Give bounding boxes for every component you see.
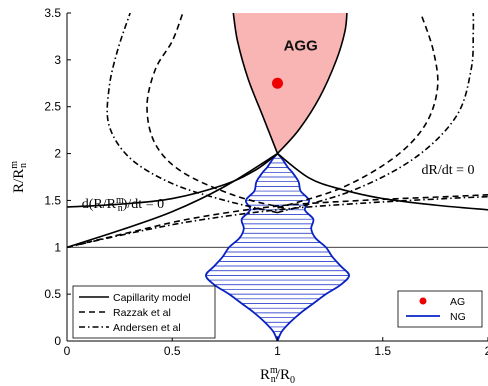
annotation-sub: n (118, 203, 123, 214)
legend-label: NG (450, 311, 466, 323)
y-label-sub: n (18, 163, 29, 168)
annotation-sup: m (116, 195, 124, 206)
y-tick-label: 3 (54, 53, 61, 67)
drdt-annotation: dR/dt = 0 (421, 163, 474, 178)
y-axis-label: R/Rmn (9, 161, 29, 193)
ng-distribution-outline-right (276, 152, 350, 341)
x-label-sub: n (271, 374, 276, 385)
annotation-tail: )/dt = 0 (123, 197, 164, 212)
y-tick-label: 0.5 (44, 287, 61, 301)
agg-region (233, 13, 347, 154)
agg-left-boundary (232, 13, 279, 154)
plot-area: AGG dR/dt = 0 d(R/Rm n)/dt = 0 (67, 13, 488, 341)
series-razzak-et-al-curve-2 (146, 13, 285, 209)
legend-label: Andersen et al (113, 322, 181, 334)
normalized-rate-annotation: d(R/Rm n)/dt = 0 (82, 195, 164, 214)
x-label-sup: m (270, 365, 278, 376)
annotation-base: d(R/R (82, 197, 117, 212)
ag-point (272, 77, 283, 89)
legend-observations (397, 290, 483, 328)
series-capillarity-model-curve-3 (67, 152, 278, 208)
y-tick-label: 0 (54, 334, 61, 348)
legend-models (72, 285, 216, 339)
series-capillarity-model-curve-1 (67, 152, 278, 249)
series-capillarity-model-curve-2 (277, 152, 488, 211)
legend-ag-marker (419, 297, 427, 305)
series-andersen-et-al-curve-3 (277, 13, 475, 214)
x-axis-label: Rm n/R0 (260, 365, 295, 386)
x-tick-label: 2 (485, 344, 488, 358)
ng-distribution-outline-left (205, 152, 279, 341)
series-razzak-et-al-curve-1 (67, 194, 488, 249)
series-andersen-et-al-curve-2 (106, 13, 278, 214)
y-tick-label: 2.5 (44, 100, 61, 114)
x-tick-label: 0.5 (164, 344, 181, 358)
x-tick-label: 1.5 (374, 344, 391, 358)
y-label-base: R/R (11, 169, 27, 193)
legend-label: AG (450, 296, 465, 308)
agg-label: AGG (284, 37, 318, 54)
y-tick-label: 2 (54, 147, 61, 161)
x-tick-label: 0 (64, 344, 71, 358)
y-tick-label: 1 (54, 240, 61, 254)
legend-label: Capillarity model (113, 292, 191, 304)
x-label-base: R (260, 367, 270, 383)
legends: Capillarity model Razzak et al Andersen et… (72, 285, 483, 339)
series-andersen-et-al-curve-1 (67, 195, 488, 249)
y-tick-label: 1.5 (44, 193, 61, 207)
x-label-tail: /R (276, 367, 290, 383)
y-tick-label: 3.5 (44, 6, 61, 20)
legend-label: Razzak et al (113, 307, 171, 319)
series-razzak-et-al-curve-3 (277, 13, 439, 209)
x-label-tail-sub: 0 (290, 375, 295, 386)
x-tick-label: 1 (274, 344, 281, 358)
agg-right-boundary (276, 13, 348, 155)
plot-content: AGG dR/dt = 0 d(R/Rm n)/dt = 0 (67, 13, 488, 341)
y-label-sup: m (9, 161, 20, 169)
